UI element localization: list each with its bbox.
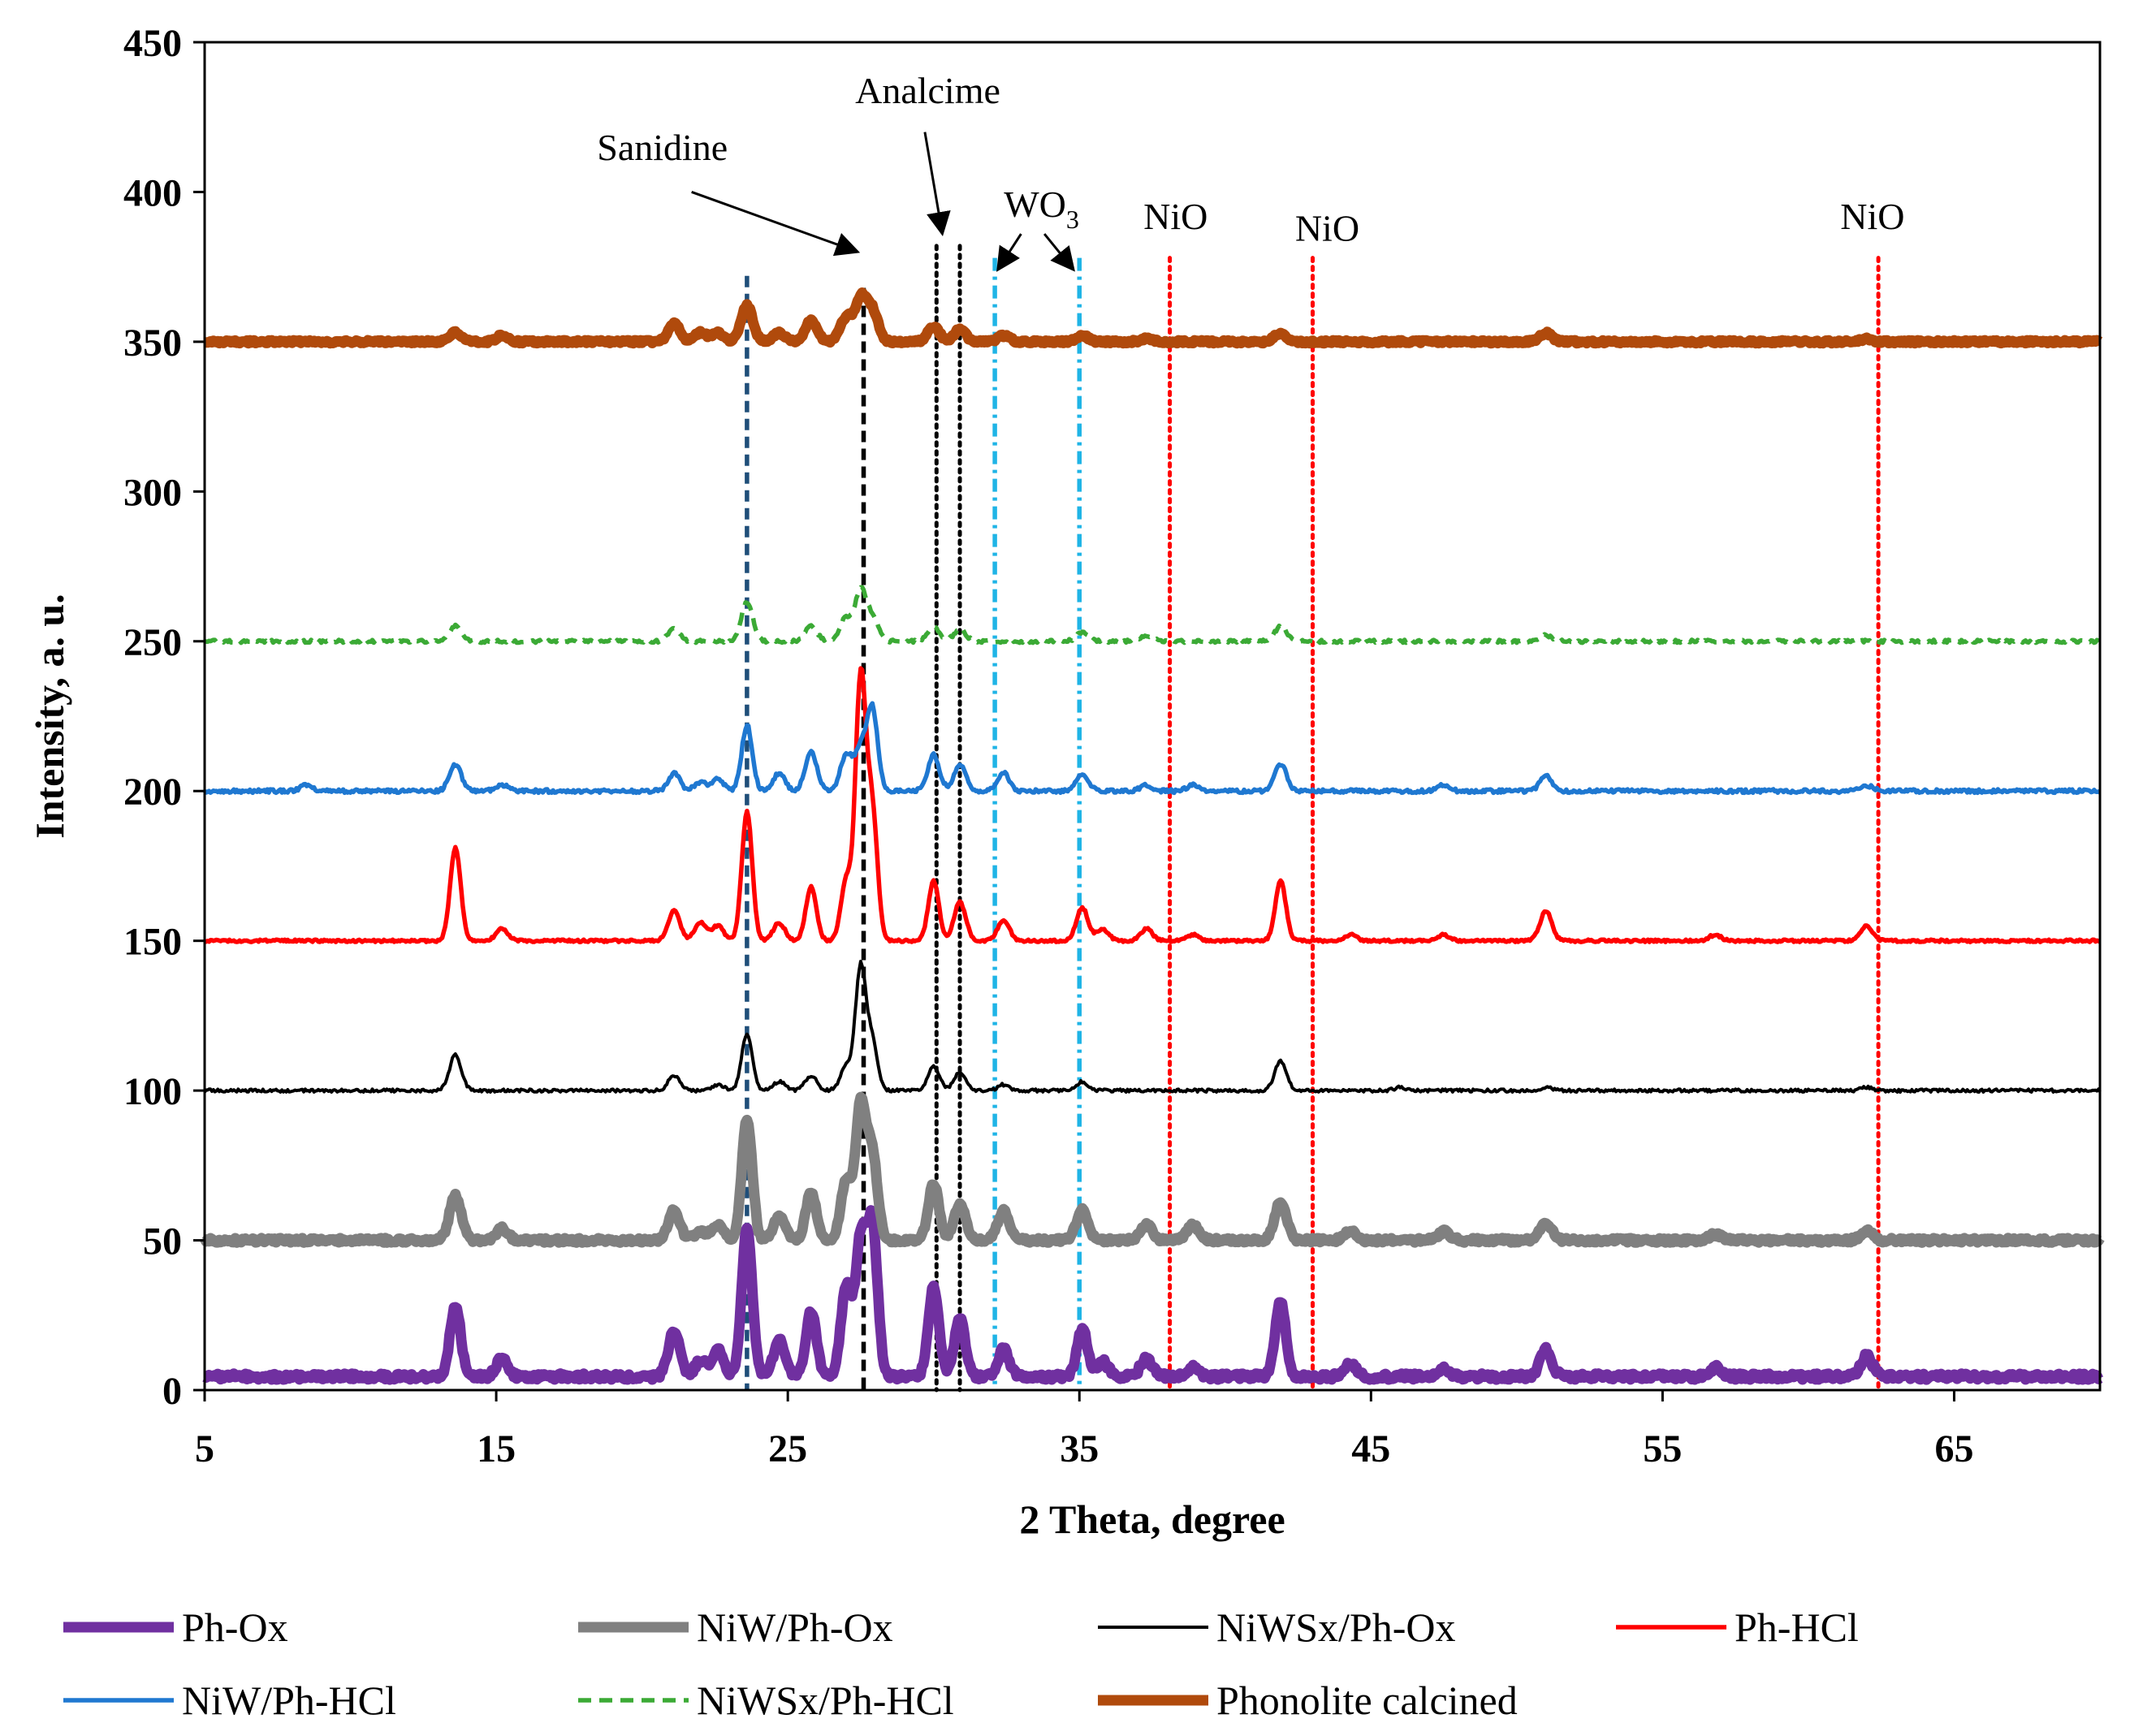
y-tick-label-5: 250 bbox=[123, 621, 182, 664]
x-tick-label-4: 45 bbox=[1351, 1427, 1390, 1470]
annotation-arrow-2b bbox=[1043, 233, 1075, 272]
legend-item-0: Ph-Ox bbox=[63, 1604, 288, 1650]
y-tick-label-3: 150 bbox=[123, 921, 182, 964]
legend: Ph-Ox NiW/Ph-Ox NiWSx/Ph-Ox Ph-HCl NiW/Ph-HC… bbox=[63, 1604, 1859, 1723]
y-tick-label-4: 200 bbox=[123, 771, 182, 814]
y-tick-label-2: 100 bbox=[123, 1070, 182, 1113]
reference-lines bbox=[745, 244, 1881, 1393]
series-line-4 bbox=[202, 701, 2102, 796]
x-tick-label-2: 25 bbox=[768, 1427, 807, 1470]
y-tick-label-6: 300 bbox=[123, 471, 182, 514]
legend-item-3: Ph-HCl bbox=[1616, 1604, 1859, 1650]
y-axis-title: Intensity, a. u. bbox=[27, 594, 72, 838]
x-axis-title: 2 Theta, degree bbox=[1019, 1496, 1285, 1542]
series-line-5 bbox=[203, 585, 2102, 646]
legend-item-1: NiW/Ph-Ox bbox=[578, 1604, 893, 1650]
legend-item-5: NiWSx/Ph-HCl bbox=[578, 1678, 954, 1723]
series-line-6 bbox=[201, 287, 2104, 349]
x-tick-label-5: 55 bbox=[1643, 1427, 1682, 1470]
x-tick-label-3: 35 bbox=[1060, 1427, 1099, 1470]
legend-item-6: Phonolite calcined bbox=[1098, 1678, 1518, 1723]
series-line-0 bbox=[201, 1205, 2104, 1385]
annotation-0: Sanidine bbox=[597, 127, 728, 168]
annotation-3: NiO bbox=[1143, 196, 1208, 237]
annotation-2: WO3 bbox=[1004, 184, 1079, 234]
legend-label-1: NiW/Ph-Ox bbox=[697, 1604, 893, 1650]
annotation-4: NiO bbox=[1295, 208, 1359, 249]
legend-label-4: NiW/Ph-HCl bbox=[182, 1678, 396, 1723]
legend-item-4: NiW/Ph-HCl bbox=[63, 1678, 396, 1723]
annotation-2-subscript: 3 bbox=[1066, 205, 1079, 234]
annotation-1: Analcime bbox=[855, 70, 1000, 111]
x-tick-label-6: 65 bbox=[1934, 1427, 1973, 1470]
y-tick-label-0: 0 bbox=[162, 1370, 182, 1413]
annotation-arrow-2 bbox=[996, 233, 1022, 272]
series-line-2 bbox=[203, 960, 2102, 1094]
series-line-1 bbox=[200, 1091, 2105, 1248]
legend-label-2: NiWSx/Ph-Ox bbox=[1216, 1604, 1455, 1650]
legend-item-2: NiWSx/Ph-Ox bbox=[1098, 1604, 1455, 1650]
y-tick-label-7: 350 bbox=[123, 322, 182, 365]
x-tick-label-0: 5 bbox=[195, 1427, 214, 1470]
data-series bbox=[200, 287, 2105, 1385]
axes: 0 50 100 150 200 250 300 350 400 450 5 15 25 35 45 55 65… bbox=[27, 22, 2102, 1542]
legend-label-0: Ph-Ox bbox=[182, 1604, 288, 1650]
annotation-5: NiO bbox=[1840, 196, 1904, 237]
annotations: Sanidine Analcime WO3 NiO NiO NiO bbox=[597, 70, 1905, 272]
y-tick-label-9: 450 bbox=[123, 22, 182, 65]
annotation-arrow-0 bbox=[691, 191, 861, 257]
y-tick-label-8: 400 bbox=[123, 171, 182, 214]
series-line-3 bbox=[204, 666, 2102, 944]
legend-label-6: Phonolite calcined bbox=[1216, 1678, 1518, 1723]
x-tick-label-1: 15 bbox=[477, 1427, 516, 1470]
y-tick-label-1: 50 bbox=[143, 1220, 182, 1263]
legend-label-5: NiWSx/Ph-HCl bbox=[697, 1678, 954, 1723]
legend-label-3: Ph-HCl bbox=[1735, 1604, 1859, 1650]
annotation-arrow-1 bbox=[923, 132, 951, 237]
plot-frame bbox=[203, 41, 2102, 1392]
